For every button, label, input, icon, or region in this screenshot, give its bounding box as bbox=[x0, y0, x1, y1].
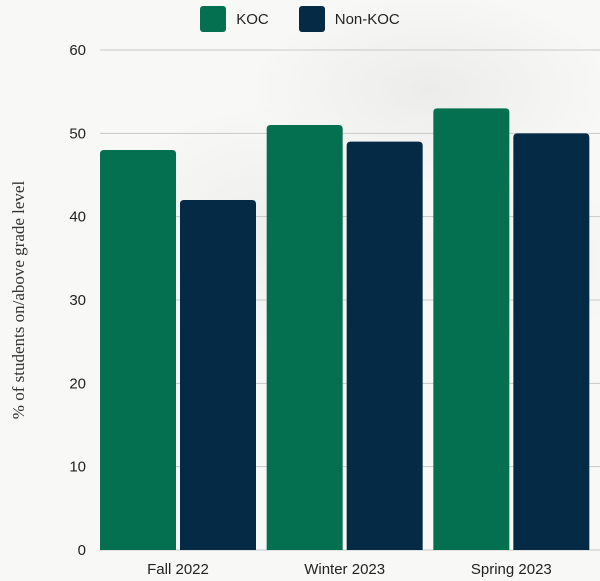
legend-swatch-non-koc bbox=[298, 6, 325, 32]
bar-koc-fall-2022 bbox=[100, 150, 176, 550]
y-tick-label: 40 bbox=[69, 209, 86, 226]
y-tick-label: 50 bbox=[69, 125, 86, 142]
y-tick-label: 0 bbox=[78, 542, 86, 559]
legend-label-non-koc: Non-KOC bbox=[334, 10, 400, 28]
legend-swatch-koc bbox=[200, 6, 227, 32]
legend-label-koc: KOC bbox=[236, 10, 269, 28]
y-tick-label: 60 bbox=[69, 42, 86, 59]
legend-item-non-koc: Non-KOC bbox=[298, 6, 400, 32]
x-tick-label: Spring 2023 bbox=[471, 561, 552, 578]
chart-legend: KOC Non-KOC bbox=[0, 6, 600, 32]
bar-koc-winter-2023 bbox=[266, 125, 343, 550]
bar-koc-spring-2023 bbox=[433, 108, 510, 550]
y-tick-label: 30 bbox=[69, 292, 86, 309]
y-tick-label: 20 bbox=[69, 375, 86, 392]
x-tick-label: Winter 2023 bbox=[304, 561, 385, 578]
legend-item-koc: KOC bbox=[200, 6, 269, 32]
bar-non-koc-spring-2023 bbox=[513, 133, 590, 551]
y-tick-label: 10 bbox=[69, 459, 86, 476]
y-axis-label: % of students on/above grade level bbox=[9, 181, 28, 420]
bar-non-koc-winter-2023 bbox=[346, 141, 423, 550]
x-tick-label: Fall 2022 bbox=[147, 561, 209, 578]
bar-non-koc-fall-2022 bbox=[180, 200, 256, 550]
